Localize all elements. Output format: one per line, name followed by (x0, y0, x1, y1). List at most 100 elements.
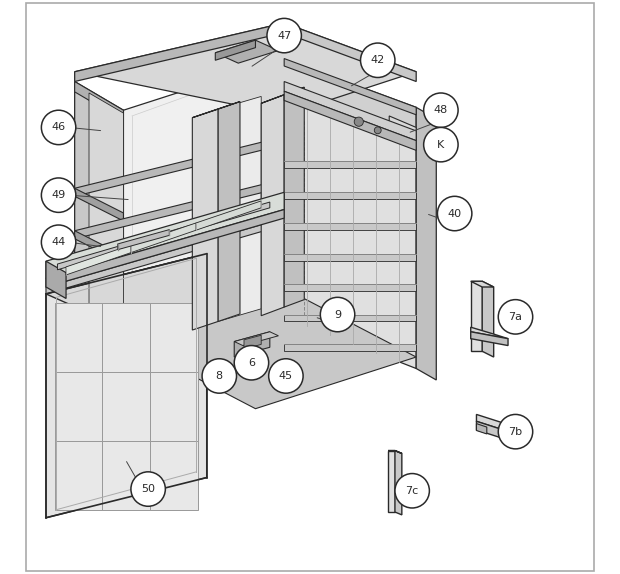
Polygon shape (416, 107, 436, 380)
Circle shape (268, 359, 303, 393)
Polygon shape (395, 451, 402, 515)
Text: 44: 44 (51, 237, 66, 247)
Polygon shape (74, 188, 123, 221)
Polygon shape (284, 87, 304, 307)
Polygon shape (118, 230, 169, 250)
Text: 7a: 7a (508, 312, 523, 322)
Polygon shape (46, 192, 284, 278)
Text: 7b: 7b (508, 426, 523, 437)
Polygon shape (131, 223, 196, 253)
Text: 47: 47 (277, 30, 291, 41)
Polygon shape (74, 82, 123, 121)
Text: 40: 40 (448, 208, 462, 219)
Circle shape (131, 472, 166, 506)
Circle shape (423, 127, 458, 162)
Polygon shape (244, 335, 261, 349)
Polygon shape (55, 303, 102, 372)
Polygon shape (218, 96, 261, 321)
Polygon shape (476, 421, 505, 439)
Polygon shape (215, 40, 278, 63)
Polygon shape (196, 201, 261, 230)
Circle shape (202, 359, 236, 393)
Polygon shape (284, 91, 416, 150)
Polygon shape (74, 231, 123, 263)
Polygon shape (58, 202, 270, 270)
Polygon shape (388, 451, 395, 512)
Polygon shape (284, 223, 416, 230)
Polygon shape (218, 102, 240, 321)
Circle shape (360, 43, 395, 77)
Polygon shape (261, 95, 284, 316)
Polygon shape (284, 284, 416, 291)
Polygon shape (150, 441, 198, 510)
Circle shape (498, 414, 533, 449)
Polygon shape (234, 332, 270, 357)
Circle shape (354, 117, 363, 126)
Text: ©ReplacementParts.com: ©ReplacementParts.com (207, 282, 321, 292)
Text: 50: 50 (141, 484, 155, 494)
Polygon shape (284, 344, 416, 351)
Circle shape (321, 297, 355, 332)
Polygon shape (74, 137, 284, 196)
Polygon shape (123, 59, 284, 363)
Circle shape (234, 346, 268, 380)
Polygon shape (150, 372, 198, 441)
Polygon shape (46, 218, 284, 294)
Polygon shape (471, 281, 482, 351)
Polygon shape (46, 261, 66, 298)
Text: 45: 45 (279, 371, 293, 381)
Text: 49: 49 (51, 190, 66, 200)
Text: K: K (437, 139, 445, 150)
Polygon shape (123, 288, 416, 409)
Text: 46: 46 (51, 122, 66, 133)
Polygon shape (234, 332, 278, 346)
Polygon shape (102, 441, 150, 510)
Polygon shape (261, 87, 304, 103)
Polygon shape (476, 414, 505, 430)
Text: 7c: 7c (405, 486, 419, 496)
Polygon shape (89, 93, 123, 348)
Circle shape (267, 18, 301, 53)
Polygon shape (471, 332, 508, 346)
Polygon shape (471, 281, 494, 287)
Text: 8: 8 (216, 371, 223, 381)
Polygon shape (46, 254, 284, 328)
Circle shape (498, 300, 533, 334)
Polygon shape (74, 179, 284, 239)
Polygon shape (284, 59, 416, 144)
Circle shape (423, 93, 458, 127)
Polygon shape (74, 23, 284, 82)
Polygon shape (192, 109, 218, 330)
Circle shape (374, 127, 381, 134)
Polygon shape (102, 303, 150, 372)
Polygon shape (389, 116, 416, 141)
Polygon shape (476, 424, 487, 434)
Polygon shape (215, 40, 255, 60)
Polygon shape (284, 315, 416, 321)
Polygon shape (66, 245, 131, 275)
Polygon shape (55, 372, 102, 441)
Polygon shape (150, 303, 198, 372)
Polygon shape (46, 210, 284, 287)
Polygon shape (482, 281, 494, 357)
Polygon shape (284, 59, 416, 115)
Polygon shape (284, 254, 416, 261)
Text: 42: 42 (371, 55, 385, 65)
Circle shape (42, 110, 76, 145)
Polygon shape (388, 451, 402, 453)
Text: 48: 48 (434, 105, 448, 115)
Text: 6: 6 (248, 358, 255, 368)
Polygon shape (102, 372, 150, 441)
Polygon shape (74, 82, 123, 363)
Polygon shape (74, 23, 416, 115)
Polygon shape (284, 23, 416, 82)
Polygon shape (284, 161, 416, 168)
Polygon shape (46, 254, 206, 518)
Circle shape (42, 225, 76, 259)
Polygon shape (284, 192, 416, 199)
Polygon shape (192, 102, 240, 118)
Circle shape (438, 196, 472, 231)
Polygon shape (284, 82, 416, 141)
Polygon shape (471, 327, 508, 339)
Circle shape (42, 178, 76, 212)
